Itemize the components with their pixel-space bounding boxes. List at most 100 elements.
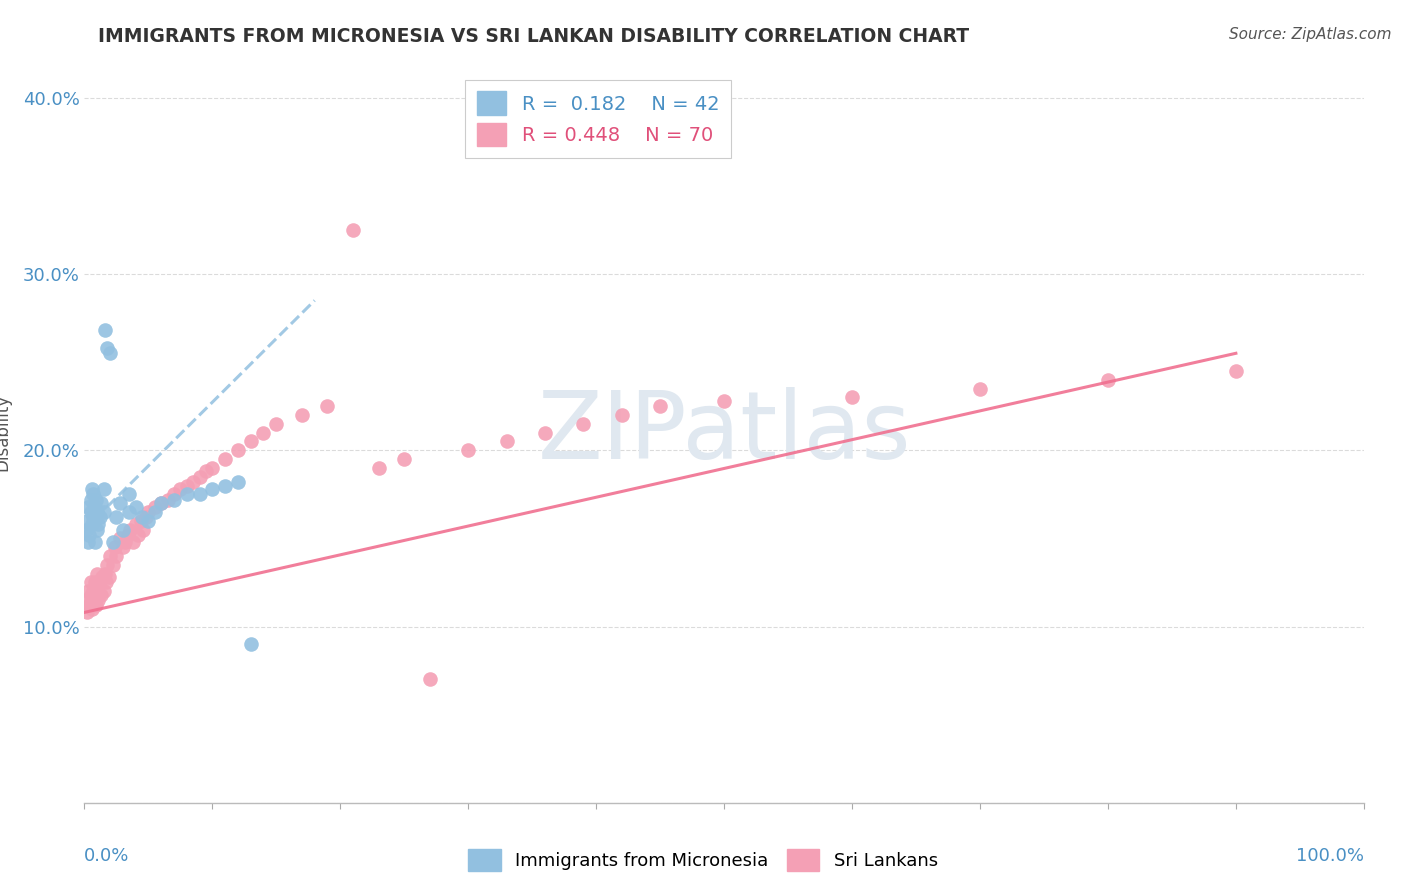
Text: 0.0%: 0.0% [84,847,129,865]
Point [87,593,110,607]
Point [80,588,103,602]
Point [84,492,107,507]
Point [138,514,160,528]
Point [367,461,389,475]
Point [86,566,108,581]
Point [80,492,103,507]
Point [457,443,479,458]
Point [143,500,166,514]
Point [129,514,152,528]
Point [77,500,100,514]
Point [86,505,108,519]
Point [132,523,155,537]
Text: 100.0%: 100.0% [1296,847,1364,865]
Point [82,510,104,524]
Point [214,478,236,492]
Point [76,514,98,528]
Point [83,535,105,549]
Point [86,523,108,537]
Point [111,523,134,537]
Point [841,390,863,404]
Point [77,535,100,549]
Point [82,584,104,599]
Point [96,341,118,355]
Point [239,637,262,651]
Point [264,417,288,431]
Y-axis label: Disability: Disability [0,394,11,471]
Point [150,496,173,510]
Point [163,492,186,507]
Point [101,535,124,549]
Point [124,517,146,532]
Point [94,575,117,590]
Point [82,487,104,501]
Point [138,505,160,519]
Legend: Immigrants from Micronesia, Sri Lankans: Immigrants from Micronesia, Sri Lankans [461,842,945,879]
Point [104,540,127,554]
Point [98,549,121,563]
Point [114,535,136,549]
Point [76,606,98,620]
Point [117,528,139,542]
Point [342,223,364,237]
Point [394,452,416,467]
Text: ZIPatlas: ZIPatlas [537,386,911,479]
Point [91,570,114,584]
Point [83,575,105,590]
Point [291,408,314,422]
Point [90,496,112,510]
Point [572,417,595,431]
Point [87,517,110,532]
Point [94,323,117,337]
Point [239,434,262,449]
Point [111,540,134,554]
Point [226,475,249,489]
Point [534,425,557,440]
Point [201,482,224,496]
Text: Source: ZipAtlas.com: Source: ZipAtlas.com [1229,27,1392,42]
Point [713,393,735,408]
Point [131,510,153,524]
Point [79,528,101,542]
Point [650,399,672,413]
Point [98,346,121,360]
Point [96,558,118,572]
Point [419,673,441,687]
Point [80,575,103,590]
Point [124,500,146,514]
Point [188,487,211,501]
Point [156,492,179,507]
Point [316,399,339,413]
Point [105,549,128,563]
Point [93,505,115,519]
Point [495,434,517,449]
Point [75,593,97,607]
Point [169,482,191,496]
Point [1225,364,1247,378]
Point [83,500,105,514]
Point [118,505,141,519]
Point [89,575,111,590]
Point [83,593,105,607]
Point [105,510,128,524]
Point [80,482,103,496]
Point [89,510,111,524]
Point [122,535,145,549]
Point [80,517,103,532]
Point [135,510,157,524]
Point [118,487,141,501]
Point [127,528,149,542]
Point [94,566,117,581]
Point [188,469,211,483]
Point [93,584,115,599]
Point [120,523,142,537]
Point [1097,373,1119,387]
Point [181,475,204,489]
Point [163,487,186,501]
Point [84,599,107,613]
Point [101,558,124,572]
Point [90,588,112,602]
Point [97,570,120,584]
Point [93,482,115,496]
Point [176,478,198,492]
